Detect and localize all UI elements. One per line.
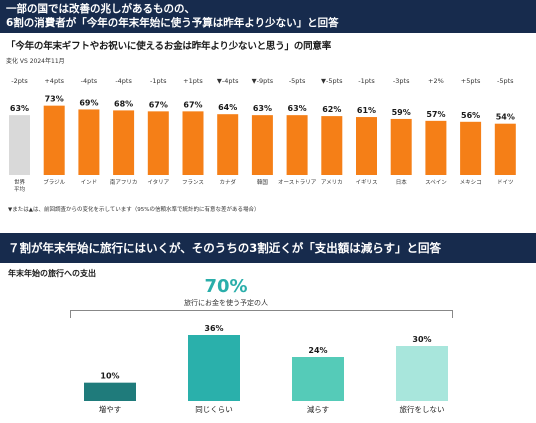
change-label: -1pts — [150, 77, 167, 85]
category-label: 同じくらい — [195, 405, 233, 414]
category-label: 世界 — [14, 178, 26, 186]
change-label: -5pts — [497, 77, 514, 85]
value-label: 63% — [288, 104, 307, 113]
value-label: 62% — [322, 105, 341, 114]
category-label: 南アフリカ — [110, 178, 138, 186]
value-label: 67% — [183, 100, 202, 109]
change-label: ▼-5pts — [321, 77, 343, 85]
header-banner-1: 一部の国では改善の兆しがあるものの、 6割の消費者が「今年の年末年始に使う予算は… — [0, 0, 536, 33]
change-label: +4pts — [44, 77, 64, 85]
value-label: 59% — [392, 108, 411, 117]
bar — [188, 335, 240, 401]
change-label: -2pts — [11, 77, 28, 85]
category-label: 増やす — [99, 404, 122, 414]
value-label: 63% — [10, 104, 29, 113]
bar — [43, 105, 65, 175]
chart2-title: 年末年始の旅行への支出 — [8, 269, 96, 278]
bar — [286, 115, 308, 175]
bar — [292, 357, 344, 401]
category-label: カナダ — [219, 178, 236, 186]
header-banner-2: ７割が年末年始に旅行にはいくが、そのうちの3割近くが「支出額は減らす」と回答 — [0, 233, 536, 263]
change-label: -3pts — [393, 77, 410, 85]
bar — [321, 116, 343, 175]
header-line-2: 6割の消費者が「今年の年末年始に使う予算は昨年より少ない」と回答 — [6, 17, 339, 29]
bar — [425, 120, 447, 175]
category-label: 日本 — [396, 178, 408, 186]
change-label: +1pts — [183, 77, 203, 85]
category-label: 減らす — [307, 404, 329, 414]
change-label: +5pts — [461, 77, 481, 85]
bar — [9, 115, 30, 175]
category-label: 旅行をしない — [400, 404, 445, 414]
value-label: 63% — [253, 104, 272, 113]
change-label: ▼-9pts — [252, 77, 274, 85]
change-label: +2% — [428, 77, 444, 85]
headline-label: 旅行にお金を使う予定の人 — [184, 299, 268, 307]
bar — [113, 110, 135, 175]
value-label: 36% — [204, 324, 223, 333]
bar — [396, 346, 448, 401]
bar — [147, 111, 169, 175]
category-label: スペイン — [425, 179, 447, 186]
value-label: 30% — [412, 335, 431, 344]
value-label: 69% — [79, 98, 98, 107]
bar — [251, 115, 273, 175]
bar — [84, 382, 136, 401]
category-label: インド — [81, 180, 98, 186]
value-label: 61% — [357, 106, 376, 115]
value-label: 68% — [114, 99, 133, 108]
value-label: 24% — [308, 346, 327, 355]
bar — [494, 123, 516, 175]
category-label: イギリス — [355, 179, 377, 186]
change-label: -4pts — [115, 77, 132, 85]
bar — [182, 111, 204, 175]
category-label: イタリア — [147, 178, 169, 186]
change-label: -1pts — [358, 77, 375, 85]
chart1-title: 「今年の年末ギフトやお祝いに使えるお金は昨年より少ないと思う」の同意率 — [6, 41, 332, 52]
bar — [460, 121, 482, 175]
category-label: ブラジル — [43, 178, 65, 186]
header-line-1: 一部の国では改善の兆しがあるものの、 — [6, 3, 195, 15]
bar — [390, 118, 412, 175]
category-label: アメリカ — [321, 179, 343, 186]
headline-value: 70% — [204, 276, 248, 297]
change-label: -4pts — [81, 77, 98, 85]
category-label: 韓国 — [257, 178, 269, 186]
value-label: 64% — [218, 103, 237, 112]
headline-bracket — [70, 310, 453, 318]
bar — [217, 114, 239, 175]
bar — [78, 109, 100, 175]
value-label: 57% — [426, 110, 445, 119]
chart1-subtitle: 変化 VS 2024年11月 — [6, 58, 65, 65]
category-label: フランス — [182, 179, 204, 186]
value-label: 54% — [496, 113, 515, 122]
bar — [356, 117, 377, 175]
value-label: 73% — [45, 95, 64, 104]
value-label: 10% — [100, 372, 119, 381]
category-label: メキシコ — [460, 179, 482, 186]
chart1-footnote: ▼または▲は、前回調査からの変化を示しています（95%の信頼水準で統計的に有意な… — [8, 207, 260, 213]
value-label: 67% — [149, 100, 168, 109]
value-label: 56% — [461, 111, 480, 120]
category-label: ドイツ — [497, 180, 514, 186]
change-label: ▼-4pts — [217, 77, 239, 85]
category-label: 平均 — [14, 185, 26, 193]
change-label: -5pts — [289, 77, 306, 85]
category-label: オーストラリア — [278, 179, 317, 186]
